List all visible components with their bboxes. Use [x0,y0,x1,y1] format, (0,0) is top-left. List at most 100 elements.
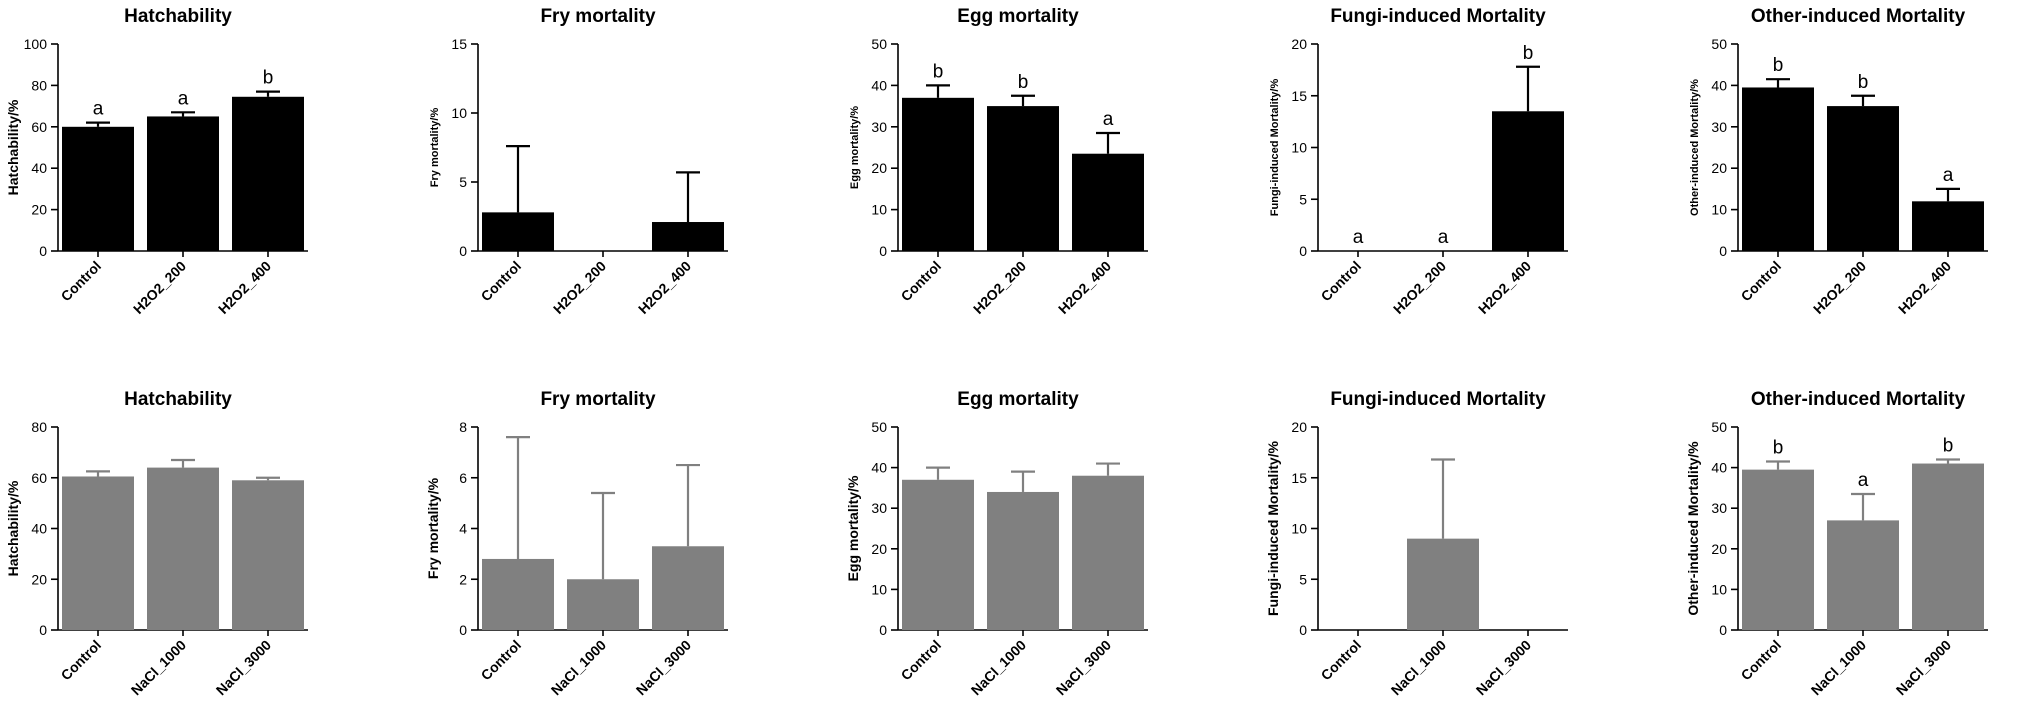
chart-8-y-tick-label: 20 [871,541,887,557]
chart-5-bar [1827,106,1899,251]
chart-10-category-label: NaCl_3000 [1893,637,1955,699]
chart-8-y-axis-label: Egg mortality/% [845,475,861,581]
chart-6-bar [62,476,134,630]
chart-2-category-label: H2O2_200 [550,258,609,317]
chart-7-category-label: NaCl_3000 [633,637,695,699]
chart-7-bar [652,546,724,630]
chart-3-significance-letter: a [1103,109,1114,130]
chart-1-bar [232,96,304,251]
chart-2-category-label: Control [478,258,525,305]
chart-5-significance-letter: a [1943,165,1954,186]
chart-6-bar [232,480,304,630]
chart-6-y-axis-label: Hatchability/% [5,480,21,576]
chart-6-title: Hatchability [124,389,232,410]
chart-3-bar [902,97,974,251]
chart-10-y-tick-label: 0 [1719,622,1727,638]
chart-2-title: Fry mortality [540,6,656,27]
chart-3-y-tick-label: 0 [879,243,887,259]
chart-4-y-tick-label: 10 [1291,140,1307,156]
chart-4-y-tick-label: 5 [1299,191,1307,207]
chart-10-y-tick-label: 20 [1711,541,1727,557]
chart-5-y-axis-label: Other-induced Mortality/% [1689,79,1701,216]
chart-8-y-tick-label: 10 [871,581,887,597]
chart-3-y-tick-label: 30 [871,119,887,135]
chart-10-significance-letter: b [1773,438,1784,459]
chart-10-y-tick-label: 30 [1711,500,1727,516]
chart-1-y-tick-label: 80 [31,77,47,93]
chart-7-bar [482,558,554,630]
chart-3-y-tick-label: 20 [871,160,887,176]
chart-10-y-tick-label: 10 [1711,581,1727,597]
chart-10-category-label: NaCl_1000 [1808,637,1870,699]
chart-7-y-tick-label: 2 [459,571,467,587]
chart-8-y-tick-label: 0 [879,622,887,638]
chart-4-y-axis-label: Fungi-induced Mortality/% [1269,79,1281,217]
chart-2-y-tick-label: 15 [451,36,467,52]
chart-1-y-tick-label: 60 [31,119,47,135]
chart-1-y-tick-label: 0 [39,243,47,259]
chart-7-y-tick-label: 4 [459,521,467,537]
chart-5-category-label: H2O2_200 [1810,258,1869,317]
chart-10-bar [1912,463,1984,630]
chart-9-y-tick-label: 0 [1299,622,1307,638]
chart-4-category-label: Control [1318,258,1365,305]
chart-5-y-tick-label: 10 [1711,202,1727,218]
chart-4-significance-letter: a [1438,227,1449,248]
chart-8-title: Egg mortality [957,389,1079,410]
chart-9-y-tick-label: 5 [1299,571,1307,587]
chart-5-bar [1742,87,1814,251]
chart-8-category-label: NaCl_3000 [1053,637,1115,699]
chart-2-bar [652,222,724,251]
chart-8-y-tick-label: 40 [871,460,887,476]
chart-6-category-label: Control [58,637,105,684]
chart-1-bar [62,126,134,251]
chart-5-y-tick-label: 40 [1711,77,1727,93]
chart-5-significance-letter: b [1773,55,1784,76]
chart-10-bar [1827,520,1899,630]
chart-2-bar [482,212,554,251]
chart-6-bar [147,467,219,630]
chart-7-y-tick-label: 6 [459,470,467,486]
chart-6-y-tick-label: 60 [31,470,47,486]
chart-4-y-tick-label: 0 [1299,243,1307,259]
chart-7-y-tick-label: 8 [459,419,467,435]
chart-1-title: Hatchability [124,6,232,27]
chart-9-y-tick-label: 10 [1291,521,1307,537]
chart-1-category-label: H2O2_200 [130,258,189,317]
chart-5-category-label: Control [1738,258,1785,305]
chart-9-category-label: Control [1318,637,1365,684]
chart-9-bar [1407,538,1479,630]
chart-6-category-label: NaCl_3000 [213,637,275,699]
chart-10-y-axis-label: Other-induced Mortality/% [1685,441,1701,616]
chart-5-y-tick-label: 30 [1711,119,1727,135]
chart-2-y-tick-label: 10 [451,105,467,121]
chart-4-y-tick-label: 20 [1291,36,1307,52]
chart-1-category-label: H2O2_400 [215,258,274,317]
chart-3-y-axis-label: Egg mortality/% [849,106,861,189]
chart-10-category-label: Control [1738,637,1785,684]
chart-2-category-label: H2O2_400 [635,258,694,317]
chart-8-bar [987,491,1059,630]
chart-3-y-tick-label: 40 [871,77,887,93]
chart-5-bar [1912,201,1984,251]
chart-9-category-label: NaCl_1000 [1388,637,1450,699]
chart-3-y-tick-label: 10 [871,202,887,218]
chart-3-category-label: Control [898,258,945,305]
chart-3-significance-letter: b [1018,72,1029,93]
chart-8-category-label: Control [898,637,945,684]
chart-7-category-label: Control [478,637,525,684]
chart-1-y-tick-label: 20 [31,202,47,218]
chart-7-title: Fry mortality [540,389,656,410]
chart-7-category-label: NaCl_1000 [548,637,610,699]
chart-5-y-tick-label: 0 [1719,243,1727,259]
chart-6-category-label: NaCl_1000 [128,637,190,699]
chart-9-y-tick-label: 20 [1291,419,1307,435]
chart-5-y-tick-label: 20 [1711,160,1727,176]
chart-1-significance-letter: a [93,99,104,120]
chart-6-y-tick-label: 20 [31,571,47,587]
chart-1-bar [147,116,219,251]
chart-7-y-tick-label: 0 [459,622,467,638]
chart-10-bar [1742,469,1814,630]
chart-3-category-label: H2O2_400 [1055,258,1114,317]
chart-4-bar [1492,111,1564,252]
